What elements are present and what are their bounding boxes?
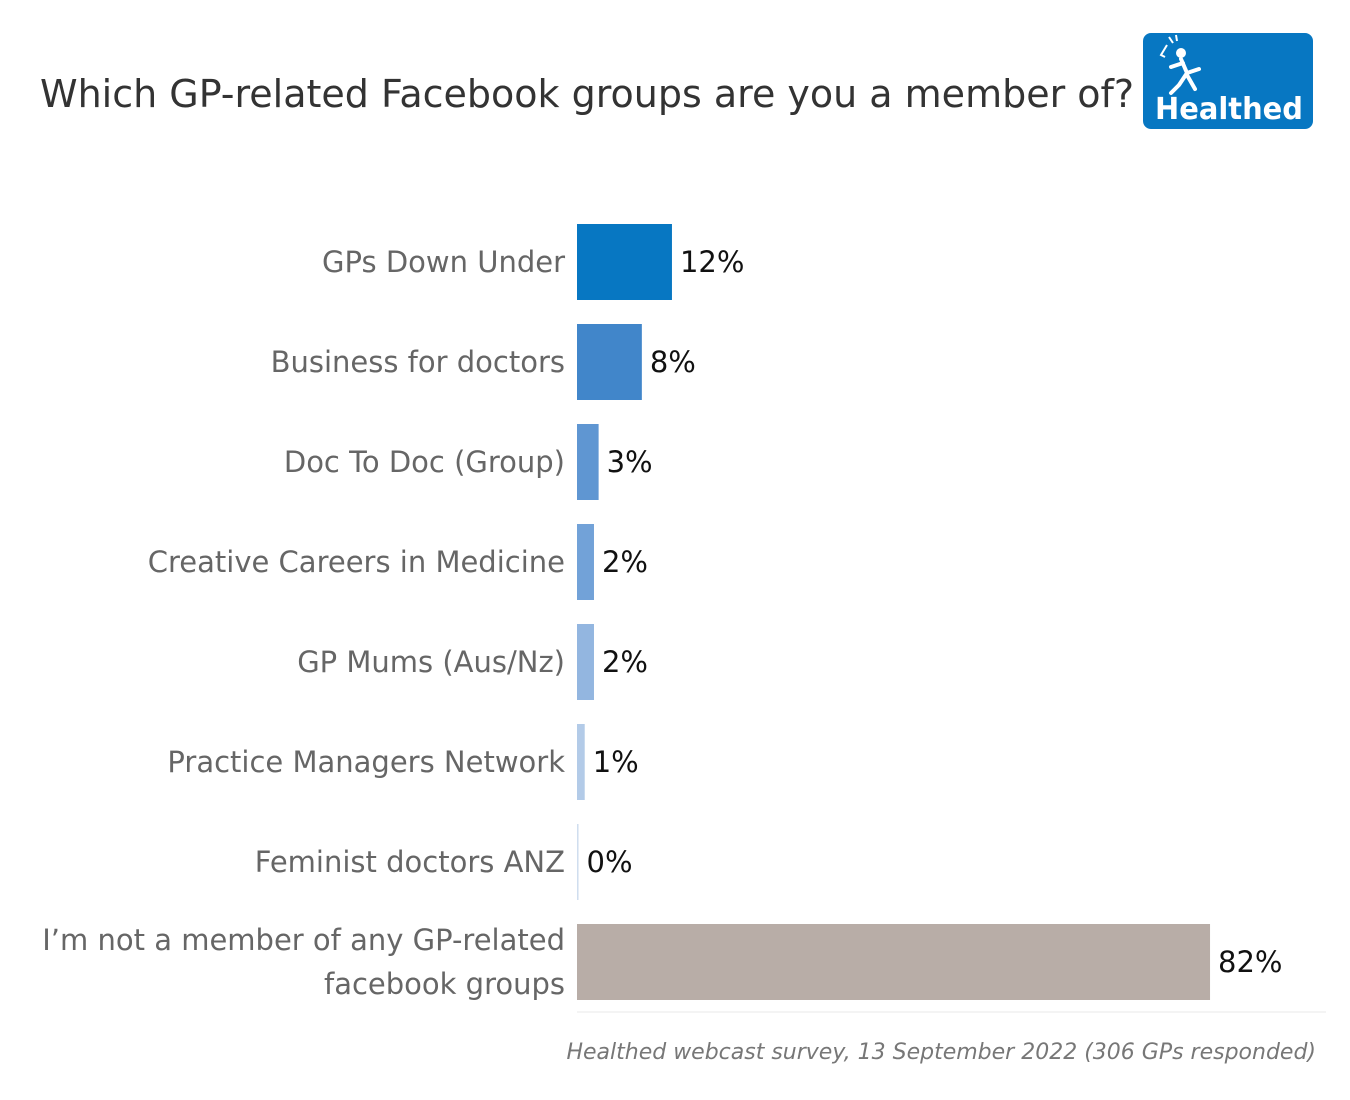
bar-1 [577, 224, 672, 300]
logo-background [1143, 33, 1313, 129]
value-label-2: 8% [650, 345, 696, 379]
hermes-runner-icon [1159, 34, 1201, 95]
category-label-5: GP Mums (Aus/Nz) [297, 645, 565, 679]
category-label-4: Creative Careers in Medicine [148, 545, 565, 579]
category-label-6: Practice Managers Network [167, 745, 565, 779]
value-label-1: 12% [680, 245, 744, 279]
value-label-7: 0% [587, 845, 633, 879]
bar-3 [577, 424, 599, 500]
category-label-2: Business for doctors [271, 345, 565, 379]
category-label-8-line-2: facebook groups [324, 967, 565, 1001]
value-label-4: 2% [602, 545, 648, 579]
bar-4 [577, 524, 594, 600]
source-note: Healthed webcast survey, 13 September 20… [566, 1040, 1316, 1065]
bar-6 [577, 724, 585, 800]
value-label-8: 82% [1218, 945, 1282, 979]
value-label-3: 3% [607, 445, 653, 479]
category-label-8-line-1: I’m not a member of any GP-related [42, 923, 565, 957]
value-label-6: 1% [593, 745, 639, 779]
category-label-1: GPs Down Under [322, 245, 565, 279]
category-label-3: Doc To Doc (Group) [284, 445, 565, 479]
bar-5 [577, 624, 594, 700]
bar-7 [577, 824, 579, 900]
value-label-5: 2% [602, 645, 648, 679]
logo-text: Healthed [1155, 92, 1303, 127]
bar-2 [577, 324, 642, 400]
chart-title: Which GP-related Facebook groups are you… [40, 72, 1135, 116]
category-label-7: Feminist doctors ANZ [255, 845, 565, 879]
healthed-logo: Healthed [1143, 33, 1313, 129]
bar-8 [577, 924, 1211, 1000]
